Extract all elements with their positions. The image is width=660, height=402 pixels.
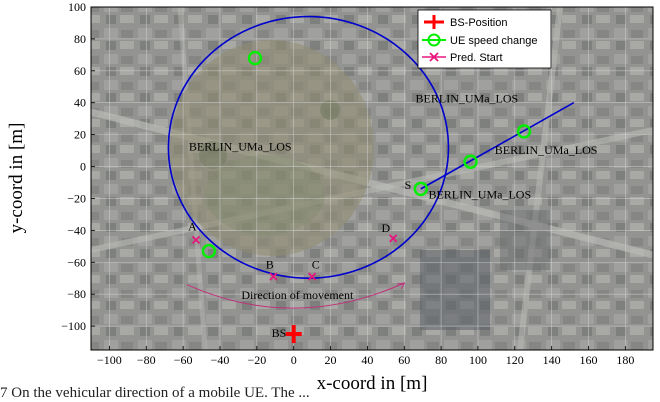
ue-trajectory <box>167 15 575 280</box>
y-tick-label: 40 <box>74 96 86 110</box>
y-tick-label: 20 <box>74 128 86 142</box>
pred-start-marker <box>307 272 317 281</box>
region-label: BERLIN_UMa_LOS <box>495 143 598 157</box>
map-background <box>91 7 653 350</box>
pred-start-marker <box>269 272 278 281</box>
x-axis-title: x-coord in [m] <box>317 373 428 394</box>
x-tick-label: −20 <box>247 353 266 367</box>
movement-arc <box>186 282 405 309</box>
pred-start-label: B <box>266 258 274 272</box>
x-tick-label: 140 <box>543 353 561 367</box>
x-tick-label: 40 <box>361 353 373 367</box>
y-axis-title: y-coord in [m] <box>6 123 27 234</box>
x-tick-label: 180 <box>616 353 634 367</box>
plot-frame <box>90 6 654 351</box>
legend-box <box>417 9 552 69</box>
x-tick-label: 0 <box>291 353 297 367</box>
grid-lines <box>91 6 653 350</box>
y-tick-label: 60 <box>74 64 86 78</box>
y-tick-label: −100 <box>61 319 86 333</box>
x-tick-label: 20 <box>325 353 337 367</box>
y-tick-label: 80 <box>74 32 86 46</box>
legend-label-ue-speed-change: UE speed change <box>450 35 537 47</box>
pred-start-marker <box>389 234 398 243</box>
y-tick-label: 100 <box>68 0 86 14</box>
region-label: BERLIN_UMa_LOS <box>189 140 292 154</box>
region-label: BERLIN_UMa_LOS <box>416 92 519 106</box>
region-label: BERLIN_UMa_LOS <box>428 187 531 201</box>
y-tick-label: −60 <box>67 255 86 269</box>
ue-speed-change-marker <box>516 124 532 139</box>
legend-entry-pred-start: Pred. Start <box>422 52 503 64</box>
x-tick-label: 60 <box>398 353 410 367</box>
pred-start-label: C <box>312 258 320 272</box>
pred-start-label: D <box>381 221 390 235</box>
legend-label-bs-position: BS-Position <box>450 17 507 29</box>
x-tick-label: −40 <box>211 353 230 367</box>
pred-start-marker <box>191 235 201 245</box>
y-tick-label: −80 <box>67 287 86 301</box>
figure-caption: 7 On the vehicular direction of a mobile… <box>0 385 310 401</box>
x-tick-label: 160 <box>580 353 598 367</box>
movement-arrowhead <box>397 282 406 290</box>
x-tick-label: 120 <box>506 353 524 367</box>
x-tick-label: 80 <box>435 353 447 367</box>
straight-trajectory <box>420 102 575 190</box>
bs-label: BS <box>272 326 287 340</box>
x-tick-label: −60 <box>174 353 193 367</box>
x-tick-label: −80 <box>137 353 156 367</box>
ue-speed-change-marker <box>413 181 429 197</box>
annotation-labels: BERLIN_UMa_LOS BERLIN_UMa_LOS BERLIN_UMa_L… <box>188 92 597 341</box>
direction-of-movement-label: Direction of movement <box>241 288 354 302</box>
legend-label-pred-start: Pred. Start <box>450 52 503 64</box>
data-points <box>191 50 532 344</box>
ue-speed-change-marker <box>463 154 478 169</box>
legend-entry-ue-speed-change: UE speed change <box>422 33 537 47</box>
y-tick-label: −40 <box>67 223 86 237</box>
legend: BS-Position UE speed change Pred. Start <box>417 9 552 69</box>
pred-start-label: A <box>188 219 197 233</box>
ue-speed-change-marker <box>201 243 217 259</box>
axis-ticks: −100 −80 −60 −40 −20 0 20 40 60 80 100 120 140 160 180… <box>61 0 634 367</box>
ue-speed-change-marker <box>247 50 263 66</box>
start-label: S <box>405 178 412 192</box>
direction-of-movement: Direction of movement <box>186 282 406 309</box>
legend-entry-bs-position: BS-Position <box>424 15 507 29</box>
x-tick-label: −100 <box>97 353 122 367</box>
x-tick-label: 100 <box>469 353 487 367</box>
circular-trajectory <box>167 15 450 280</box>
y-tick-label: −20 <box>67 191 86 205</box>
y-tick-label: 0 <box>80 160 86 174</box>
